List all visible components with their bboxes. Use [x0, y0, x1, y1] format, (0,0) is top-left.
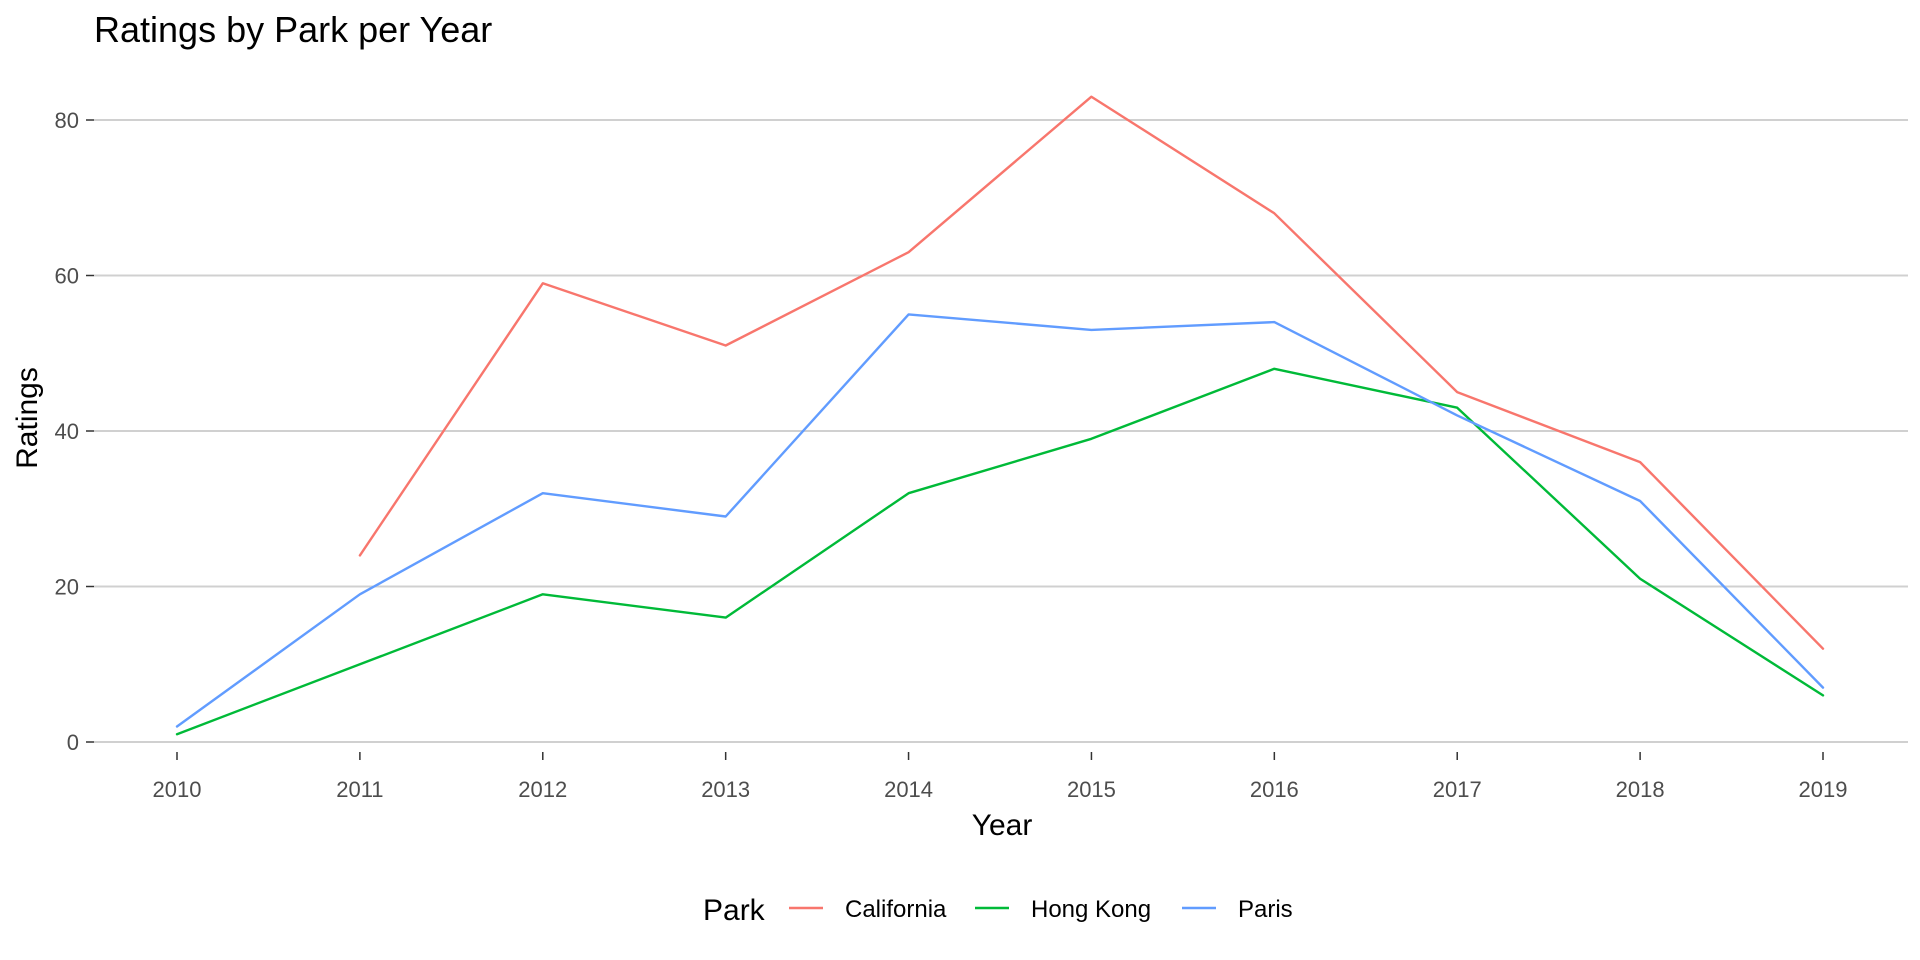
legend-label-hong-kong: Hong Kong: [1031, 896, 1151, 923]
y-tick-label: 40: [55, 419, 79, 444]
series-line-paris: [175, 313, 1825, 728]
x-tick-label: 2014: [884, 777, 933, 802]
y-tick-label: 0: [67, 730, 79, 755]
y-tick-label: 60: [55, 264, 79, 289]
legend-item-hong-kong: Hong Kong: [975, 896, 1151, 923]
chart-title: Ratings by Park per Year: [94, 9, 492, 50]
y-axis: 0 20 40 60 80: [55, 108, 94, 755]
x-tick-label: 2016: [1250, 777, 1299, 802]
legend-item-california: California: [789, 896, 947, 923]
legend-item-paris: Paris: [1182, 896, 1293, 923]
legend-items: California Hong Kong Paris: [789, 896, 1293, 923]
x-tick-label: 2017: [1433, 777, 1482, 802]
legend-title: Park: [703, 894, 766, 927]
x-tick-label: 2018: [1616, 777, 1665, 802]
legend-label-california: California: [845, 896, 947, 923]
legend: Park California Hong Kong Paris: [703, 894, 1293, 927]
x-tick-label: 2011: [336, 777, 383, 802]
y-tick-label: 20: [55, 575, 79, 600]
x-tick-label: 2010: [153, 777, 202, 802]
x-tick-label: 2015: [1067, 777, 1116, 802]
y-axis-title: Ratings: [11, 367, 44, 469]
x-axis: 2010 2011 2012 2013 2014 2015 2016 2017 2018 2019: [153, 752, 1848, 802]
x-axis-title: Year: [972, 809, 1033, 842]
grid-layer: [94, 119, 1908, 743]
series-line-california: [358, 95, 1825, 650]
series-line-hong-kong: [175, 367, 1825, 736]
series-layer: [175, 95, 1825, 736]
legend-label-paris: Paris: [1238, 896, 1293, 923]
y-tick-label: 80: [55, 108, 79, 133]
x-tick-label: 2013: [701, 777, 750, 802]
x-tick-label: 2012: [518, 777, 567, 802]
x-tick-label: 2019: [1799, 777, 1848, 802]
